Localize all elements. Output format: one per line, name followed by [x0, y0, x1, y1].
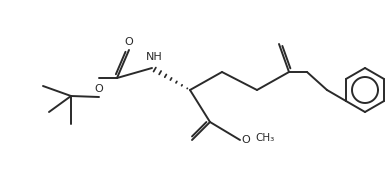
Text: CH₃: CH₃: [255, 133, 275, 143]
Text: O: O: [242, 135, 250, 145]
Text: NH: NH: [146, 52, 162, 62]
Text: O: O: [95, 84, 103, 94]
Text: O: O: [125, 37, 133, 47]
